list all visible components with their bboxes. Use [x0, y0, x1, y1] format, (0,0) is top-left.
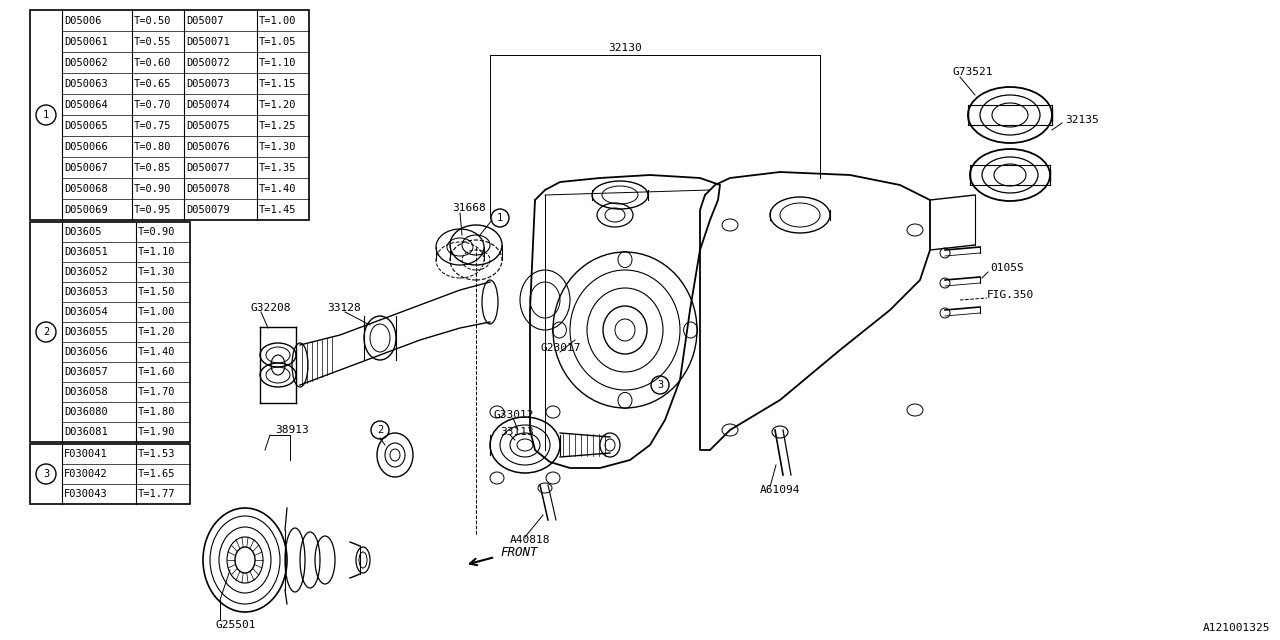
Text: T=1.25: T=1.25 [259, 120, 297, 131]
Text: 2: 2 [42, 327, 49, 337]
Text: 1: 1 [42, 110, 49, 120]
Text: 0105S: 0105S [989, 263, 1024, 273]
Text: G33012: G33012 [493, 410, 534, 420]
Text: 33113: 33113 [500, 427, 534, 437]
Text: D036051: D036051 [64, 247, 108, 257]
Text: T=1.53: T=1.53 [138, 449, 175, 459]
Text: F030042: F030042 [64, 469, 108, 479]
Text: 33128: 33128 [326, 303, 361, 313]
Text: G32208: G32208 [250, 303, 291, 313]
Text: D036056: D036056 [64, 347, 108, 357]
Text: D03605: D03605 [64, 227, 101, 237]
Text: D05006: D05006 [64, 15, 101, 26]
Text: T=1.35: T=1.35 [259, 163, 297, 173]
Text: D050063: D050063 [64, 79, 108, 88]
Text: T=1.10: T=1.10 [259, 58, 297, 67]
Text: D036080: D036080 [64, 407, 108, 417]
Text: D050066: D050066 [64, 141, 108, 152]
Text: T=1.00: T=1.00 [259, 15, 297, 26]
Text: F030043: F030043 [64, 489, 108, 499]
Text: T=1.20: T=1.20 [138, 327, 175, 337]
Text: T=0.95: T=0.95 [134, 205, 172, 214]
Text: FIG.350: FIG.350 [987, 290, 1034, 300]
Text: D050076: D050076 [186, 141, 229, 152]
Text: D050069: D050069 [64, 205, 108, 214]
Text: T=0.75: T=0.75 [134, 120, 172, 131]
Text: T=1.05: T=1.05 [259, 36, 297, 47]
Text: T=1.30: T=1.30 [259, 141, 297, 152]
Text: D050073: D050073 [186, 79, 229, 88]
Text: A61094: A61094 [760, 485, 800, 495]
Text: D050068: D050068 [64, 184, 108, 193]
Text: T=0.70: T=0.70 [134, 99, 172, 109]
Text: T=1.40: T=1.40 [138, 347, 175, 357]
Text: D050079: D050079 [186, 205, 229, 214]
Text: D050062: D050062 [64, 58, 108, 67]
Text: 3: 3 [42, 469, 49, 479]
Text: D050067: D050067 [64, 163, 108, 173]
Text: D036053: D036053 [64, 287, 108, 297]
Text: 2: 2 [376, 425, 383, 435]
Text: T=1.10: T=1.10 [138, 247, 175, 257]
Text: T=1.70: T=1.70 [138, 387, 175, 397]
Text: T=1.30: T=1.30 [138, 267, 175, 277]
Text: T=1.45: T=1.45 [259, 205, 297, 214]
Text: T=1.77: T=1.77 [138, 489, 175, 499]
Text: 32135: 32135 [1065, 115, 1098, 125]
Text: FRONT: FRONT [500, 545, 538, 559]
Text: D05007: D05007 [186, 15, 224, 26]
Text: D036081: D036081 [64, 427, 108, 437]
Text: 38913: 38913 [275, 425, 308, 435]
Text: 31668: 31668 [452, 203, 485, 213]
Text: T=1.90: T=1.90 [138, 427, 175, 437]
Text: T=0.90: T=0.90 [134, 184, 172, 193]
Text: T=0.55: T=0.55 [134, 36, 172, 47]
Text: D036058: D036058 [64, 387, 108, 397]
Text: D036055: D036055 [64, 327, 108, 337]
Text: T=1.20: T=1.20 [259, 99, 297, 109]
Text: T=1.80: T=1.80 [138, 407, 175, 417]
Text: D050075: D050075 [186, 120, 229, 131]
Text: 32130: 32130 [608, 43, 641, 53]
Text: T=1.00: T=1.00 [138, 307, 175, 317]
Text: T=1.50: T=1.50 [138, 287, 175, 297]
Text: G23017: G23017 [540, 343, 581, 353]
Bar [29, 444, 189, 504]
Text: T=1.15: T=1.15 [259, 79, 297, 88]
Text: 3: 3 [657, 380, 663, 390]
Text: G25501: G25501 [215, 620, 256, 630]
Text: T=0.85: T=0.85 [134, 163, 172, 173]
Text: T=1.65: T=1.65 [138, 469, 175, 479]
Text: T=0.80: T=0.80 [134, 141, 172, 152]
Text: D036052: D036052 [64, 267, 108, 277]
Text: G73521: G73521 [952, 67, 992, 77]
Text: T=0.60: T=0.60 [134, 58, 172, 67]
Text: F030041: F030041 [64, 449, 108, 459]
Text: D036054: D036054 [64, 307, 108, 317]
Text: T=1.60: T=1.60 [138, 367, 175, 377]
Text: A121001325: A121001325 [1202, 623, 1270, 633]
Text: D050065: D050065 [64, 120, 108, 131]
Text: D050071: D050071 [186, 36, 229, 47]
Text: D050072: D050072 [186, 58, 229, 67]
Text: D050077: D050077 [186, 163, 229, 173]
Text: T=0.50: T=0.50 [134, 15, 172, 26]
Bar [29, 222, 189, 442]
Text: D050061: D050061 [64, 36, 108, 47]
Text: 1: 1 [497, 213, 503, 223]
Text: T=0.90: T=0.90 [138, 227, 175, 237]
Text: D050074: D050074 [186, 99, 229, 109]
Text: D050064: D050064 [64, 99, 108, 109]
Text: T=0.65: T=0.65 [134, 79, 172, 88]
Bar [29, 10, 308, 220]
Text: T=1.40: T=1.40 [259, 184, 297, 193]
Text: A40818: A40818 [509, 535, 550, 545]
Text: D036057: D036057 [64, 367, 108, 377]
Text: D050078: D050078 [186, 184, 229, 193]
